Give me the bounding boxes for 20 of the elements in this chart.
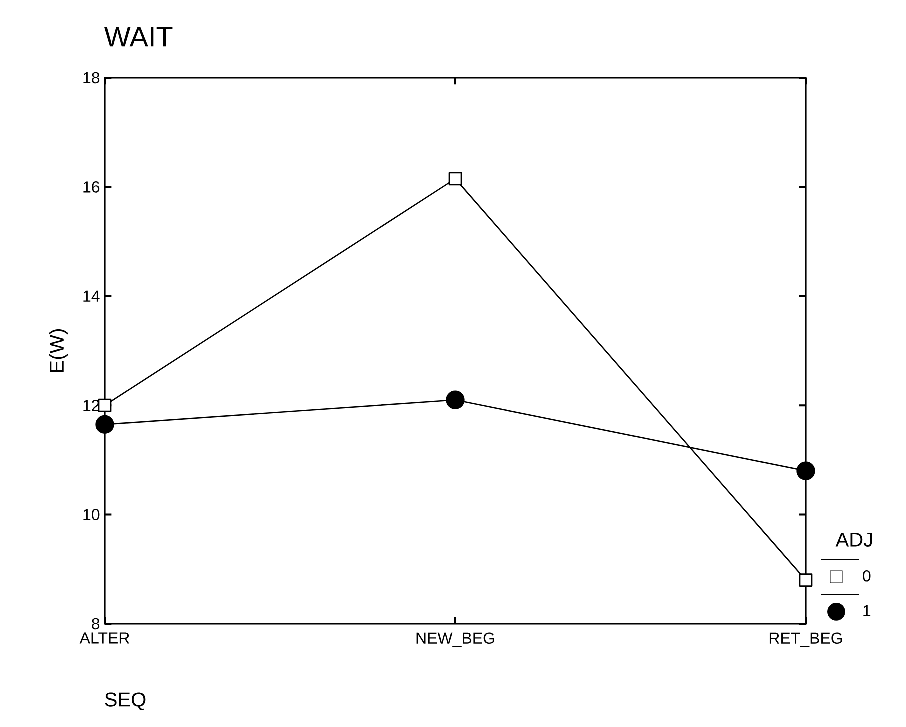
y-tick-label: 14 <box>84 290 100 302</box>
legend-label: 1 <box>864 605 871 616</box>
y-tick-label: 8 <box>92 618 100 630</box>
point <box>796 462 816 480</box>
y-axis-title: E(W) <box>49 329 68 372</box>
point <box>448 172 462 186</box>
point <box>96 415 114 434</box>
y-tick-label: 10 <box>84 509 100 520</box>
point <box>446 390 465 410</box>
chart-title: WAIT <box>104 27 173 47</box>
y-tick-label: 16 <box>84 182 100 193</box>
x-tick-label: NEW_BEG <box>416 632 494 648</box>
legend-label: 0 <box>863 570 871 582</box>
x-axis-title: SEQ <box>105 692 146 710</box>
point <box>98 398 112 412</box>
point <box>799 574 813 587</box>
x-tick-label: RET_BEG <box>770 632 842 648</box>
legend-title: ADJ <box>836 532 872 547</box>
x-tick-label: ALTER <box>80 632 130 644</box>
y-tick-label: 18 <box>84 72 100 84</box>
